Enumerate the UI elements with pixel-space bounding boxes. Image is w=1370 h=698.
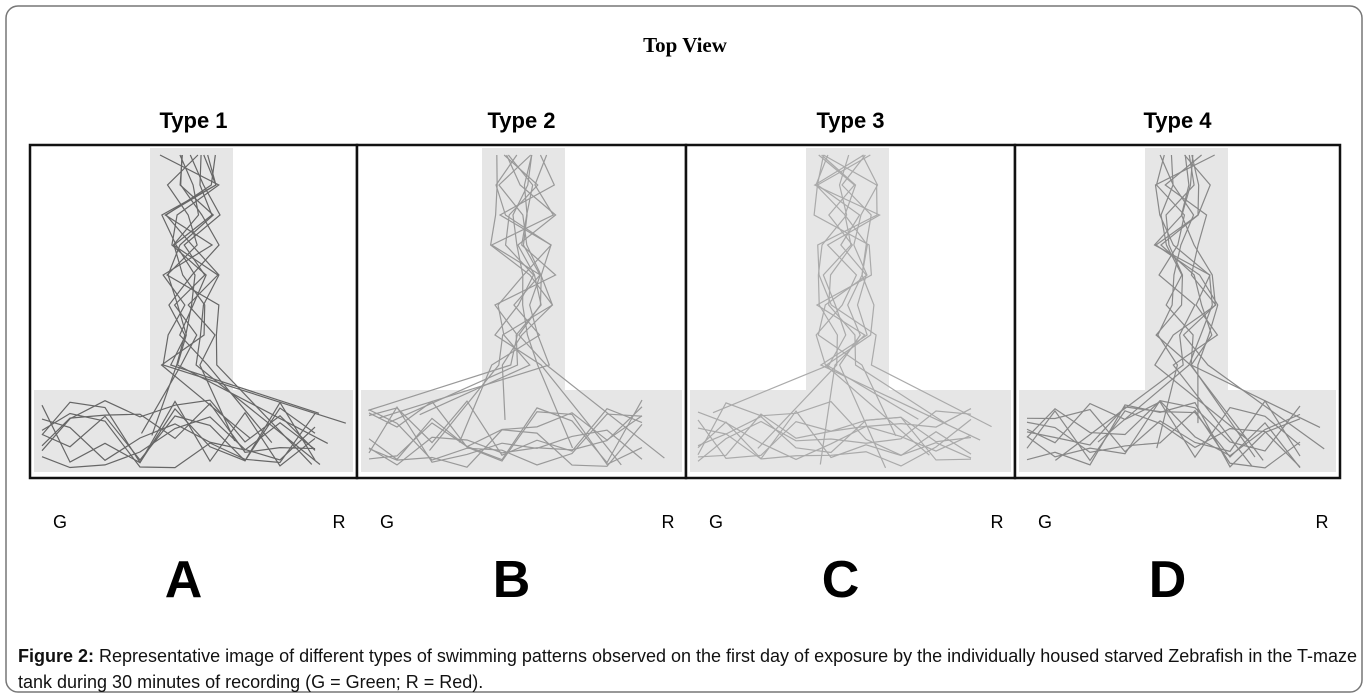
panel-letter: C xyxy=(822,551,860,609)
panel-type: Type 2 xyxy=(487,108,555,133)
panel-type: Type 1 xyxy=(159,108,227,133)
label-green: G xyxy=(380,512,394,532)
caption: Figure 2: Representative image of differ… xyxy=(18,643,1358,695)
figure-title: Top View xyxy=(643,33,728,57)
label-green: G xyxy=(53,512,67,532)
label-red: R xyxy=(991,512,1004,532)
panel-type: Type 3 xyxy=(816,108,884,133)
label-green: G xyxy=(1038,512,1052,532)
panel-type: Type 4 xyxy=(1143,108,1212,133)
caption-label: Figure 2: xyxy=(18,646,94,666)
caption-text: Representative image of different types … xyxy=(18,646,1357,692)
panel-letter: D xyxy=(1149,551,1187,609)
page: {"figure": { "title": "Top View", "panel… xyxy=(0,0,1370,698)
label-red: R xyxy=(662,512,675,532)
label-red: R xyxy=(1316,512,1329,532)
panel-letter: A xyxy=(165,551,203,609)
figure: Top View Type 1 G R A Type 2 G R B Type 3 G R C Type… xyxy=(0,0,1370,698)
panel-letter: B xyxy=(493,551,531,609)
label-green: G xyxy=(709,512,723,532)
label-red: R xyxy=(333,512,346,532)
